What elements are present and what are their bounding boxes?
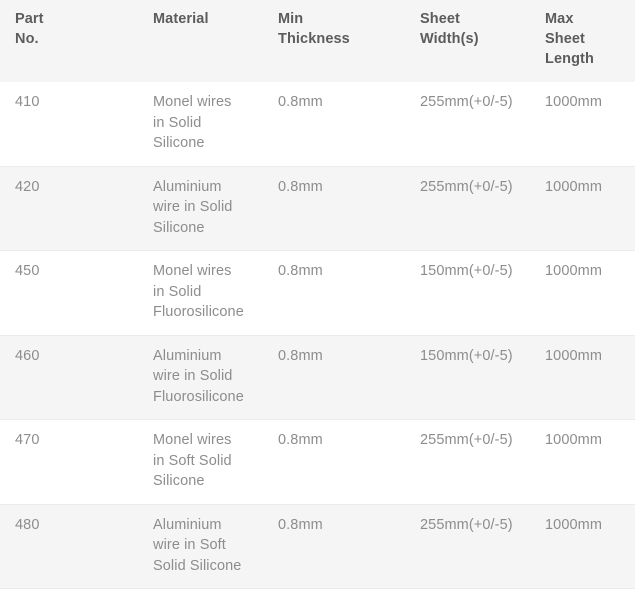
cell-max-sheet-length: 1000mm (530, 335, 635, 420)
cell-material-line-2: wire in Solid (153, 368, 233, 384)
cell-material-line-3: Silicone (153, 219, 205, 236)
cell-sheet-widths: 255mm(+0/-5) (405, 504, 530, 589)
cell-material-line-3: Fluorosilicone (153, 304, 244, 320)
column-header-sheet-widths-line-2: Width(s) (420, 31, 479, 47)
cell-material-line-2: wire in Soft (153, 537, 226, 553)
cell-material-line-1: Aluminium (153, 178, 222, 195)
cell-min-thickness: 0.8mm (263, 335, 405, 420)
cell-min-thickness: 0.8mm (263, 82, 405, 167)
cell-sheet-widths: 150mm(+0/-5) (405, 335, 530, 420)
table-row: 410 Monel wires in Solid Silicone 0.8mm … (0, 82, 635, 167)
table-header: Part No. Material Min Thickness Sheet Wi… (0, 0, 635, 82)
cell-material: Monel wires in Solid Silicone (138, 82, 263, 167)
cell-max-sheet-length: 1000mm (530, 250, 635, 336)
cell-material-line-2: wire in Solid (153, 199, 233, 215)
cell-sheet-widths: 150mm(+0/-5) (405, 250, 530, 336)
cell-material-line-3: Fluorosilicone (153, 388, 244, 405)
cell-max-sheet-length: 1000mm (530, 504, 635, 589)
table-body: 410 Monel wires in Solid Silicone 0.8mm … (0, 82, 635, 589)
cell-material-line-3: Solid Silicone (153, 557, 242, 574)
table-row: 480 Aluminium wire in Soft Solid Silicon… (0, 504, 635, 589)
cell-material-line-1: Monel wires (153, 263, 232, 279)
cell-material-line-1: Monel wires (153, 432, 232, 448)
column-header-min-thickness-line-2: Thickness (278, 31, 350, 47)
cell-material-line-2: in Soft Solid (153, 452, 232, 469)
cell-max-sheet-length: 1000mm (530, 419, 635, 505)
cell-material: Monel wires in Soft Solid Silicone (138, 419, 263, 505)
cell-part-no: 450 (0, 250, 138, 336)
table-header-row: Part No. Material Min Thickness Sheet Wi… (0, 0, 635, 82)
cell-min-thickness: 0.8mm (263, 166, 405, 251)
cell-part-no: 470 (0, 419, 138, 505)
cell-sheet-widths: 255mm(+0/-5) (405, 419, 530, 505)
cell-part-no: 410 (0, 82, 138, 167)
column-header-part-no-line-1: Part (15, 11, 44, 27)
column-header-max-sheet-length-line-3: Length (545, 51, 594, 67)
column-header-material-line-1: Material (153, 11, 209, 27)
column-header-max-sheet-length-line-2: Sheet (545, 31, 585, 47)
cell-min-thickness: 0.8mm (263, 504, 405, 589)
column-header-part-no-line-2: No. (15, 31, 39, 47)
cell-material-line-3: Silicone (153, 473, 205, 489)
cell-min-thickness: 0.8mm (263, 419, 405, 505)
cell-sheet-widths: 255mm(+0/-5) (405, 166, 530, 251)
cell-part-no: 480 (0, 504, 138, 589)
cell-material: Aluminium wire in Solid Silicone (138, 166, 263, 251)
cell-material-line-2: in Solid (153, 283, 202, 300)
column-header-min-thickness: Min Thickness (263, 0, 405, 82)
cell-material: Monel wires in Solid Fluorosilicone (138, 250, 263, 336)
cell-material: Aluminium wire in Solid Fluorosilicone (138, 335, 263, 420)
column-header-max-sheet-length: Max Sheet Length (530, 0, 635, 82)
cell-part-no: 460 (0, 335, 138, 420)
table-row: 450 Monel wires in Solid Fluorosilicone … (0, 250, 635, 336)
column-header-min-thickness-line-1: Min (278, 11, 304, 27)
cell-sheet-widths: 255mm(+0/-5) (405, 82, 530, 167)
cell-material-line-1: Aluminium (153, 516, 222, 533)
column-header-material: Material (138, 0, 263, 82)
cell-material-line-1: Monel wires (153, 94, 232, 110)
table-row: 420 Aluminium wire in Solid Silicone 0.8… (0, 166, 635, 251)
cell-material-line-3: Silicone (153, 135, 205, 151)
cell-material-line-2: in Solid (153, 114, 202, 131)
cell-max-sheet-length: 1000mm (530, 166, 635, 251)
table-row: 470 Monel wires in Soft Solid Silicone 0… (0, 419, 635, 505)
column-header-sheet-widths: Sheet Width(s) (405, 0, 530, 82)
cell-max-sheet-length: 1000mm (530, 82, 635, 167)
column-header-max-sheet-length-line-1: Max (545, 11, 574, 27)
column-header-sheet-widths-line-1: Sheet (420, 11, 460, 27)
cell-min-thickness: 0.8mm (263, 250, 405, 336)
cell-material-line-1: Aluminium (153, 347, 222, 364)
cell-material: Aluminium wire in Soft Solid Silicone (138, 504, 263, 589)
table-row: 460 Aluminium wire in Solid Fluorosilico… (0, 335, 635, 420)
cell-part-no: 420 (0, 166, 138, 251)
column-header-part-no: Part No. (0, 0, 138, 82)
